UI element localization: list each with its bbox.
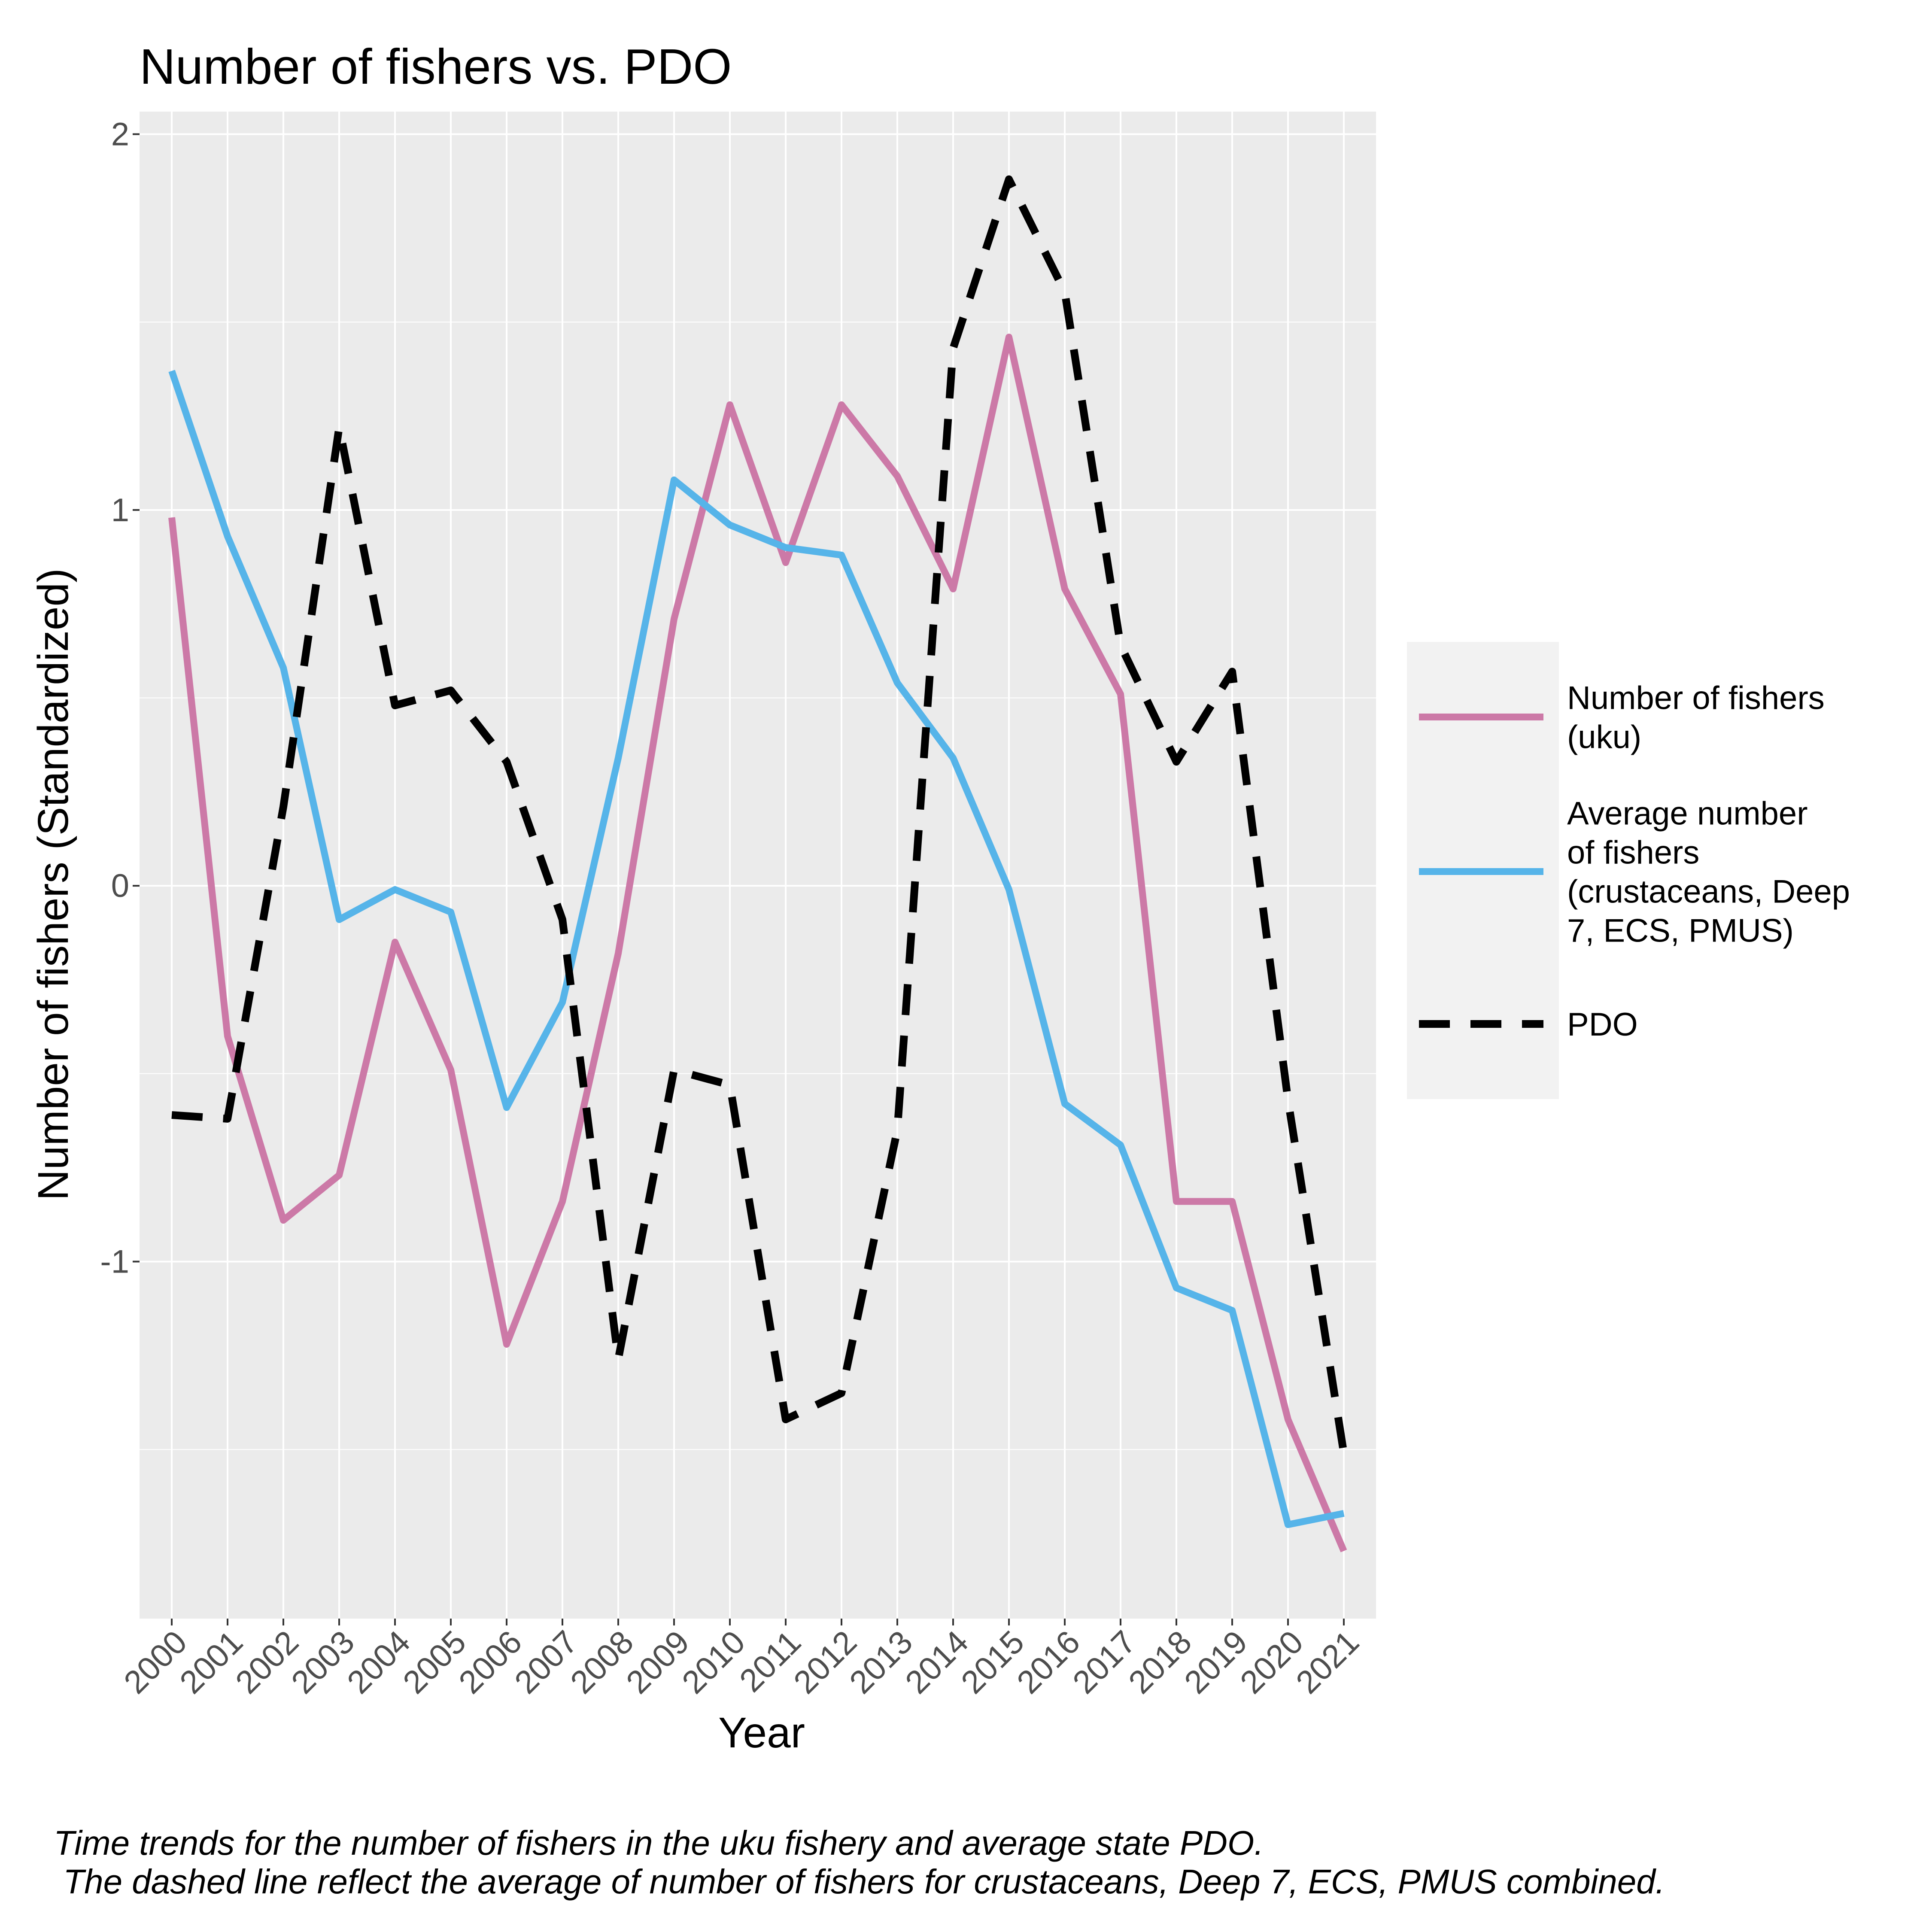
y-tick-label: 2: [111, 116, 129, 153]
legend-label-line: Number of fishers: [1567, 680, 1825, 717]
chart-title: Number of fishers vs. PDO: [140, 39, 732, 94]
caption-line-2: The dashed line reflect the average of n…: [54, 1862, 1665, 1901]
y-tick-label: -1: [100, 1243, 129, 1280]
series-line-1: [168, 334, 1347, 1552]
legend-label-1: Number of fishers (uku): [1567, 680, 1825, 756]
series-line-2: [168, 370, 1345, 1528]
plot-panel: [140, 112, 1376, 1619]
legend-label-line: (crustaceans, Deep: [1567, 874, 1850, 910]
legend-label-line: (uku): [1567, 719, 1641, 756]
y-tick-label: 1: [111, 492, 129, 529]
legend: Number of fishers (uku) Average number of f…: [1407, 642, 1850, 1099]
legend-label-line: PDO: [1567, 1006, 1638, 1043]
grid-lines: [140, 112, 1376, 1619]
legend-label-3: PDO: [1567, 1006, 1638, 1043]
series-line-3: [171, 175, 1348, 1454]
caption-line-1: Time trends for the number of fishers in…: [54, 1824, 1264, 1862]
legend-label-2: Average number of fishers (crustaceans, De…: [1567, 796, 1850, 949]
legend-label-line: Average number: [1567, 796, 1808, 832]
y-axis-label: Number of fishers (Standardized): [29, 568, 77, 1201]
legend-label-line: of fishers: [1567, 835, 1699, 871]
series-lines: [168, 175, 1348, 1552]
x-axis-label: Year: [718, 1709, 805, 1757]
legend-label-line: 7, ECS, PMUS): [1567, 913, 1794, 949]
y-tick-label: 0: [111, 868, 129, 904]
